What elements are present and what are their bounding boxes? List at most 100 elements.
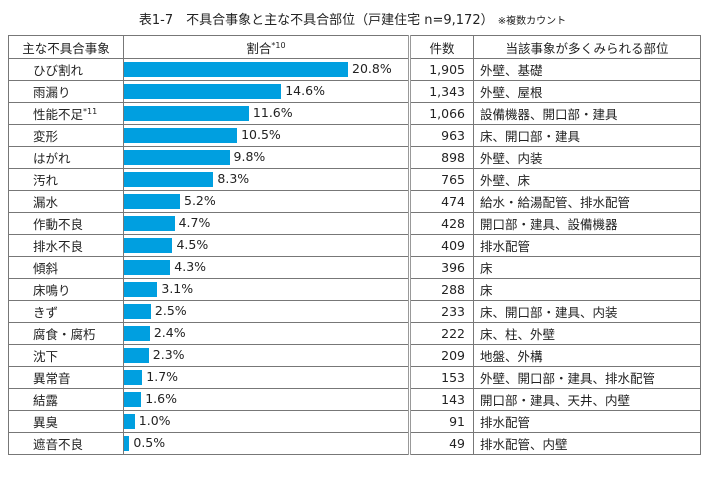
bar-value-label: 14.6% (285, 83, 325, 98)
parts-cell: 地盤、外構 (473, 344, 701, 367)
title-note: ※複数カウント (497, 16, 567, 27)
count-cell: 153 (409, 366, 474, 389)
bar (124, 326, 150, 341)
header-row: 主な不具合事象 割合*10 件数 当該事象が多くみられる部位 (8, 35, 701, 59)
header-parts: 当該事象が多くみられる部位 (473, 35, 701, 59)
bar-value-label: 5.2% (184, 193, 216, 208)
count-cell: 1,343 (409, 80, 474, 103)
count-cell: 898 (409, 146, 474, 169)
bar (124, 304, 151, 319)
header-event: 主な不具合事象 (8, 35, 124, 59)
event-note: *11 (83, 106, 98, 116)
parts-cell: 床 (473, 256, 701, 279)
event-label: 異常音 (33, 371, 71, 386)
parts-cell: 床、開口部・建具、内装 (473, 300, 701, 323)
bar-value-label: 8.3% (217, 171, 250, 186)
bar-value-label: 4.7% (178, 215, 211, 230)
count-cell: 288 (409, 278, 474, 301)
bar (124, 128, 238, 143)
parts-cell: 排水配管 (473, 234, 701, 257)
count-cell: 765 (409, 168, 474, 191)
event-cell: 異常音 (8, 366, 124, 389)
bar-value-label: 2.4% (153, 325, 186, 340)
bar-value-label: 10.5% (241, 127, 281, 142)
ratio-cell: 14.6% (123, 80, 411, 103)
ratio-cell: 20.8% (123, 58, 411, 81)
parts-cell: 開口部・建具、天井、内壁 (473, 388, 701, 411)
bar-value-label: 0.5% (133, 435, 166, 450)
bar (124, 436, 130, 451)
parts-cell: 外壁、床 (473, 168, 701, 191)
count-cell: 1,066 (409, 102, 474, 125)
bar-value-label: 4.3% (174, 259, 207, 274)
count-cell: 91 (409, 410, 474, 433)
ratio-cell: 1.7% (123, 366, 411, 389)
count-cell: 222 (409, 322, 474, 345)
bar (124, 150, 230, 165)
event-label: 異臭 (33, 415, 59, 430)
bar (124, 392, 142, 407)
table-row: 漏水 5.2% 474 給水・給湯配管、排水配管 (8, 190, 701, 213)
bar-value-label: 1.7% (146, 369, 179, 384)
event-label: きず (33, 305, 59, 320)
parts-cell: 外壁、開口部・建具、排水配管 (473, 366, 701, 389)
event-label: 結露 (33, 393, 59, 408)
count-cell: 1,905 (409, 58, 474, 81)
event-cell: 作動不良 (8, 212, 124, 235)
count-cell: 49 (409, 432, 474, 455)
bar (124, 62, 349, 77)
count-cell: 428 (409, 212, 474, 235)
bar (124, 414, 135, 429)
event-cell: 漏水 (8, 190, 124, 213)
header-count: 件数 (409, 35, 474, 59)
table-row: 結露 1.6% 143 開口部・建具、天井、内壁 (8, 388, 701, 411)
ratio-cell: 9.8% (123, 146, 411, 169)
event-label: はがれ (33, 151, 71, 166)
event-cell: 遮音不良 (8, 432, 124, 455)
event-cell: 結露 (8, 388, 124, 411)
table-row: 変形 10.5% 963 床、開口部・建具 (8, 124, 701, 147)
parts-cell: 開口部・建具、設備機器 (473, 212, 701, 235)
event-cell: 床鳴り (8, 278, 124, 301)
event-cell: きず (8, 300, 124, 323)
event-label: 排水不良 (33, 239, 84, 254)
count-cell: 409 (409, 234, 474, 257)
bar-value-label: 3.1% (161, 281, 194, 296)
parts-cell: 床 (473, 278, 701, 301)
event-cell: ひび割れ (8, 58, 124, 81)
bar-value-label: 2.3% (152, 347, 185, 362)
ratio-cell: 2.3% (123, 344, 411, 367)
event-label: 漏水 (33, 195, 59, 210)
table-row: きず 2.5% 233 床、開口部・建具、内装 (8, 300, 701, 323)
ratio-cell: 10.5% (123, 124, 411, 147)
event-label: ひび割れ (33, 63, 84, 78)
count-cell: 474 (409, 190, 474, 213)
table-row: 遮音不良 0.5% 49 排水配管、内壁 (8, 432, 701, 455)
table-row: 異臭 1.0% 91 排水配管 (8, 410, 701, 433)
ratio-cell: 4.5% (123, 234, 411, 257)
bar (124, 238, 173, 253)
table-row: 腐食・腐朽 2.4% 222 床、柱、外壁 (8, 322, 701, 345)
event-cell: 傾斜 (8, 256, 124, 279)
event-cell: 異臭 (8, 410, 124, 433)
event-label: 腐食・腐朽 (33, 327, 96, 342)
event-cell: 汚れ (8, 168, 124, 191)
event-label: 雨漏り (33, 85, 71, 100)
table-row: 性能不足*11 11.6% 1,066 設備機器、開口部・建具 (8, 102, 701, 125)
count-cell: 233 (409, 300, 474, 323)
event-label: 作動不良 (33, 217, 84, 232)
parts-cell: 排水配管、内壁 (473, 432, 701, 455)
parts-cell: 設備機器、開口部・建具 (473, 102, 701, 125)
count-cell: 209 (409, 344, 474, 367)
bar (124, 106, 249, 121)
event-label: 遮音不良 (33, 437, 84, 452)
table-row: 沈下 2.3% 209 地盤、外構 (8, 344, 701, 367)
bar-value-label: 2.5% (154, 303, 187, 318)
ratio-cell: 1.0% (123, 410, 411, 433)
parts-cell: 外壁、内装 (473, 146, 701, 169)
ratio-cell: 8.3% (123, 168, 411, 191)
event-label: 床鳴り (33, 283, 71, 298)
bar-value-label: 11.6% (252, 105, 293, 120)
count-cell: 143 (409, 388, 474, 411)
parts-cell: 排水配管 (473, 410, 701, 433)
